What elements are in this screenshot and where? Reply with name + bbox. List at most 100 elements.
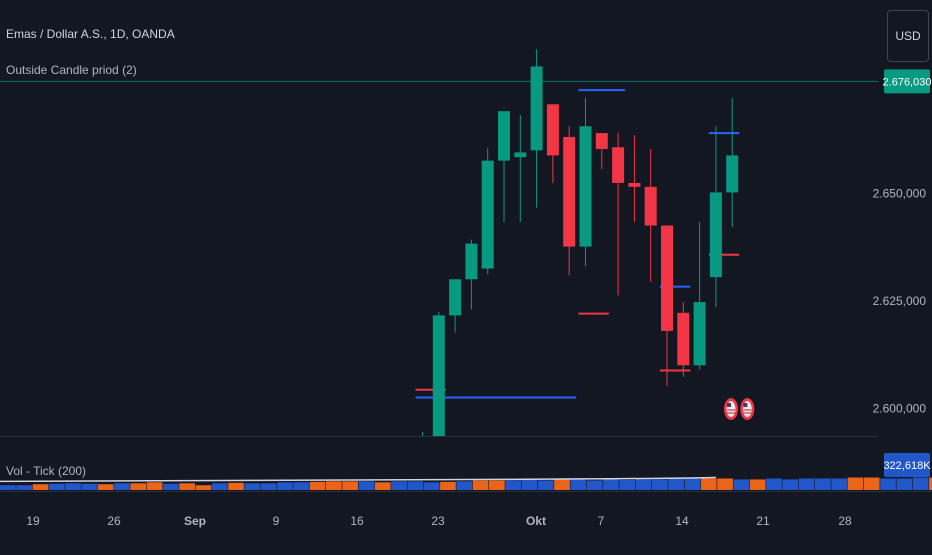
candle-up[interactable] [481, 160, 494, 269]
time-axis-tick: 19 [26, 514, 40, 528]
volume-bar [505, 480, 521, 490]
volume-bar [570, 479, 587, 490]
volume-bar [65, 483, 81, 490]
volume-bar [456, 481, 473, 490]
time-axis-tick: 21 [756, 514, 770, 528]
candle-up[interactable] [432, 315, 445, 443]
volume-bar [847, 477, 864, 490]
candle-up[interactable] [709, 192, 722, 278]
volume-bar [179, 483, 195, 490]
volume-bar [798, 478, 815, 490]
candle-up[interactable] [498, 111, 510, 161]
indicator-label[interactable]: Outside Candle priod (2) [6, 63, 137, 77]
price-axis-tick: 2.625,000 [873, 294, 927, 308]
volume-value-badge [884, 453, 930, 477]
candle-down[interactable] [628, 182, 641, 187]
candle-up[interactable] [514, 152, 527, 158]
volume-bar [293, 482, 310, 490]
volume-bar [554, 479, 570, 490]
candle-up[interactable] [530, 66, 543, 151]
volume-bar [815, 478, 831, 490]
volume-bar [326, 481, 342, 490]
time-axis-tick: 9 [273, 514, 280, 528]
volume-ma-line [0, 476, 717, 483]
candle-down[interactable] [644, 186, 657, 226]
volume-bar [32, 484, 49, 490]
volume-bar [440, 481, 456, 490]
volume-bar [81, 483, 98, 490]
volume-bar [228, 482, 244, 490]
time-axis-tick: 26 [107, 514, 121, 528]
candle-down[interactable] [563, 136, 576, 247]
price-axis-tick: 2.650,000 [873, 186, 927, 200]
volume-bar [260, 483, 277, 490]
volume-bar [863, 477, 880, 490]
volume-bar [423, 482, 440, 490]
candle-down[interactable] [612, 147, 625, 183]
volume-bar [668, 478, 684, 490]
volume-bar [586, 480, 603, 490]
volume-bar [766, 478, 782, 490]
candles-group [415, 49, 740, 455]
volume-bar [244, 483, 261, 490]
candle-down[interactable] [595, 133, 608, 149]
volume-bar [195, 485, 212, 490]
volume-bar [717, 478, 733, 490]
price-axis-tick: 2.600,000 [873, 401, 927, 415]
volume-indicator-label[interactable]: Vol - Tick (200) [6, 464, 87, 478]
volume-bar [358, 481, 375, 490]
volume-bar [749, 479, 766, 490]
time-axis-tick: 7 [598, 514, 605, 528]
volume-bar [0, 485, 16, 490]
candle-up[interactable] [693, 302, 706, 366]
volume-bar [635, 479, 652, 490]
volume-bar [489, 480, 505, 490]
event-flag-canton [743, 403, 748, 407]
candle-up[interactable] [465, 243, 478, 280]
volume-bar [619, 479, 636, 490]
volume-bar [684, 478, 701, 490]
volume-bar [603, 479, 619, 490]
candle-up[interactable] [579, 126, 592, 247]
volume-bar [342, 481, 358, 490]
volume-bar [163, 483, 179, 490]
volume-bar [929, 477, 932, 490]
volume-bar [521, 479, 538, 490]
time-axis-tick: 16 [350, 514, 364, 528]
time-axis-tick: Sep [184, 514, 206, 528]
volume-bar [880, 478, 896, 490]
time-axis-tick: 14 [675, 514, 689, 528]
volume-value-label: 322,618K [883, 460, 931, 472]
volume-bar [114, 483, 130, 490]
candle-down[interactable] [546, 104, 559, 156]
candle-up[interactable] [726, 155, 739, 193]
volume-bar [211, 483, 228, 490]
current-price-badge [884, 69, 930, 94]
current-price-label: 2.676,030 [883, 76, 932, 88]
candle-down[interactable] [661, 225, 673, 331]
volume-bar [472, 480, 489, 490]
volume-bar [48, 483, 65, 490]
candle-up[interactable] [417, 444, 429, 455]
volume-bar [733, 479, 750, 490]
time-axis-tick: Okt [526, 514, 546, 528]
volume-bar [130, 483, 147, 490]
volume-bar [896, 478, 913, 490]
candle-down[interactable] [677, 312, 690, 366]
volume-bar [16, 485, 32, 490]
volume-bar [309, 481, 326, 490]
volume-bar [407, 481, 424, 490]
volume-bar [537, 480, 554, 490]
currency-button[interactable]: USD [887, 10, 929, 62]
volume-bar [146, 482, 163, 490]
candle-up[interactable] [449, 279, 462, 316]
volume-bar [97, 484, 114, 490]
volume-bar [782, 479, 799, 490]
volume-bar [374, 482, 391, 490]
volume-bar [700, 478, 717, 490]
volume-bar [912, 477, 929, 490]
volume-bar [652, 479, 668, 490]
event-flag-canton [727, 403, 731, 407]
